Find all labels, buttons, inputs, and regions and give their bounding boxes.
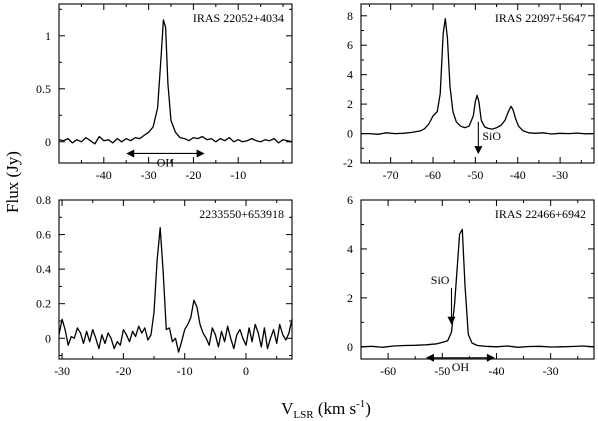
oh-range-label: OH xyxy=(157,155,175,169)
panel-3-ytick-label: 0.2 xyxy=(36,297,51,311)
panel-4-xtick-label: -50 xyxy=(434,364,450,378)
panel-3-ytick-label: 0.8 xyxy=(36,193,51,207)
panel-4-title: IRAS 22466+6942 xyxy=(495,207,586,221)
panel-2-ytick-label: 0 xyxy=(347,127,353,141)
sio-label: SiO xyxy=(431,273,450,287)
panel-1-ytick-label: 0 xyxy=(45,135,51,149)
oh-range-arrow-head-right xyxy=(486,353,495,362)
panel-1: IRAS 22052+4034 -40 -30 -20 -10 0 0.5 1 OH xyxy=(36,3,293,182)
panel-2-xtick-label: -30 xyxy=(552,168,568,182)
panel-4-xtick-label: -60 xyxy=(380,364,396,378)
panel-2-xtick-label: -40 xyxy=(510,168,526,182)
panel-1-ytick-label: 0.5 xyxy=(36,82,51,96)
panel-4-spectrum xyxy=(360,228,595,348)
panel-2: IRAS 22097+5647 -70 -60 -50 -40 -30 -2 0 2 4 6 8 S… xyxy=(343,3,595,182)
panel-1-title: IRAS 22052+4034 xyxy=(193,11,284,25)
panel-1-xtick-label: -30 xyxy=(141,168,157,182)
panel-3-xtick-label: 0 xyxy=(243,364,249,378)
panel-1-ytick-label: 1 xyxy=(45,29,51,43)
panel-3-spectrum xyxy=(58,227,293,353)
panel-4: IRAS 22466+6942 -60 -50 -40 -30 0 2 4 6 SiO OH xyxy=(347,193,595,378)
panel-4-ytick-label: 4 xyxy=(347,242,353,256)
x-axis-label-close: ) xyxy=(365,399,371,418)
panel-1-frame xyxy=(58,3,293,164)
panel-1-spectrum xyxy=(58,19,293,145)
oh-range-arrow-head-right xyxy=(196,149,205,158)
panel-3-ytick-label: 0 xyxy=(45,331,51,345)
panel-3-xtick-label: -30 xyxy=(54,364,70,378)
panel-4-ytick-label: 6 xyxy=(347,193,353,207)
panel-4-ytick-label: 2 xyxy=(347,291,353,305)
panel-2-frame xyxy=(360,3,595,164)
sio-arrow-head xyxy=(474,146,483,155)
panel-2-xtick-label: -50 xyxy=(467,168,483,182)
panel-3-xtick-label: -10 xyxy=(177,364,193,378)
panel-2-ytick-label: 8 xyxy=(347,9,353,23)
panel-3-ticks: -30 -20 -10 0 0 0.2 0.4 0.6 0.8 xyxy=(36,193,292,378)
panel-2-xtick-label: -60 xyxy=(425,168,441,182)
panel-2-ytick-label: 4 xyxy=(347,68,353,82)
panel-4-xtick-label: -40 xyxy=(488,364,504,378)
sio-arrow-head xyxy=(447,316,456,325)
x-axis-label-main: V xyxy=(281,399,294,418)
panel-3-ytick-label: 0.6 xyxy=(36,228,51,242)
panel-4-frame xyxy=(360,199,595,360)
panel-3-ytick-label: 0.4 xyxy=(36,262,51,276)
panel-2-annotations: SiO xyxy=(474,121,501,155)
panel-1-ticks: -40 -30 -20 -10 0 0.5 1 xyxy=(36,4,292,182)
sio-label: SiO xyxy=(482,129,501,143)
panel-3: 2233550+653918 -30 -20 -10 0 0 0.2 0.4 0.6 0.8 xyxy=(36,193,293,378)
panel-4-xtick-label: -30 xyxy=(543,364,559,378)
x-axis-label: VLSR (km s-1) xyxy=(281,398,371,421)
x-axis-label-exp: -1 xyxy=(356,398,365,410)
oh-range-label: OH xyxy=(452,360,470,374)
panel-2-ytick-label: -2 xyxy=(343,156,353,170)
panel-2-title: IRAS 22097+5647 xyxy=(495,11,586,25)
panel-1-xtick-label: -20 xyxy=(185,168,201,182)
panel-3-xtick-label: -20 xyxy=(115,364,131,378)
panel-4-ticks: -60 -50 -40 -30 0 2 4 6 xyxy=(347,193,594,378)
panel-3-title: 2233550+653918 xyxy=(199,207,284,221)
panel-2-spectrum xyxy=(361,18,595,135)
panel-4-ytick-label: 0 xyxy=(347,340,353,354)
x-axis-label-units: (km s xyxy=(314,399,357,418)
panel-2-ytick-label: 6 xyxy=(347,38,353,52)
x-axis-label-sub: LSR xyxy=(293,409,314,421)
panel-1-xtick-label: -40 xyxy=(96,168,112,182)
panel-4-annotations: SiO OH xyxy=(426,273,495,374)
oh-range-arrow-head-left xyxy=(126,149,135,158)
panel-2-xtick-label: -70 xyxy=(383,168,399,182)
y-axis-label: Flux (Jy) xyxy=(3,151,22,213)
panel-2-ytick-label: 2 xyxy=(347,97,353,111)
oh-range-arrow-head-left xyxy=(426,353,435,362)
panel-1-annotations: OH xyxy=(126,149,205,169)
panel-3-frame xyxy=(58,199,293,360)
panel-1-xtick-label: -10 xyxy=(230,168,246,182)
panel-2-ticks: -70 -60 -50 -40 -30 -2 0 2 4 6 8 xyxy=(343,4,594,182)
